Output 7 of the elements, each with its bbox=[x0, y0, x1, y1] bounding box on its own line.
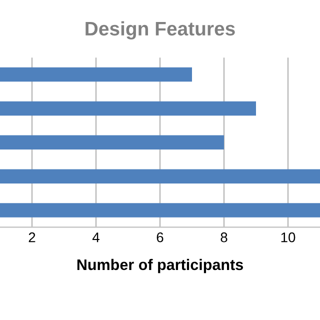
x-axis-title: Number of participants bbox=[77, 258, 243, 274]
x-tick-label: 10 bbox=[281, 232, 296, 242]
x-tick-label: 4 bbox=[92, 232, 100, 242]
chart-title: Design Features bbox=[86, 21, 235, 40]
x-tick-label: 8 bbox=[220, 232, 228, 242]
x-tick-label: 2 bbox=[28, 232, 36, 242]
x-tick-label: 6 bbox=[156, 232, 164, 242]
